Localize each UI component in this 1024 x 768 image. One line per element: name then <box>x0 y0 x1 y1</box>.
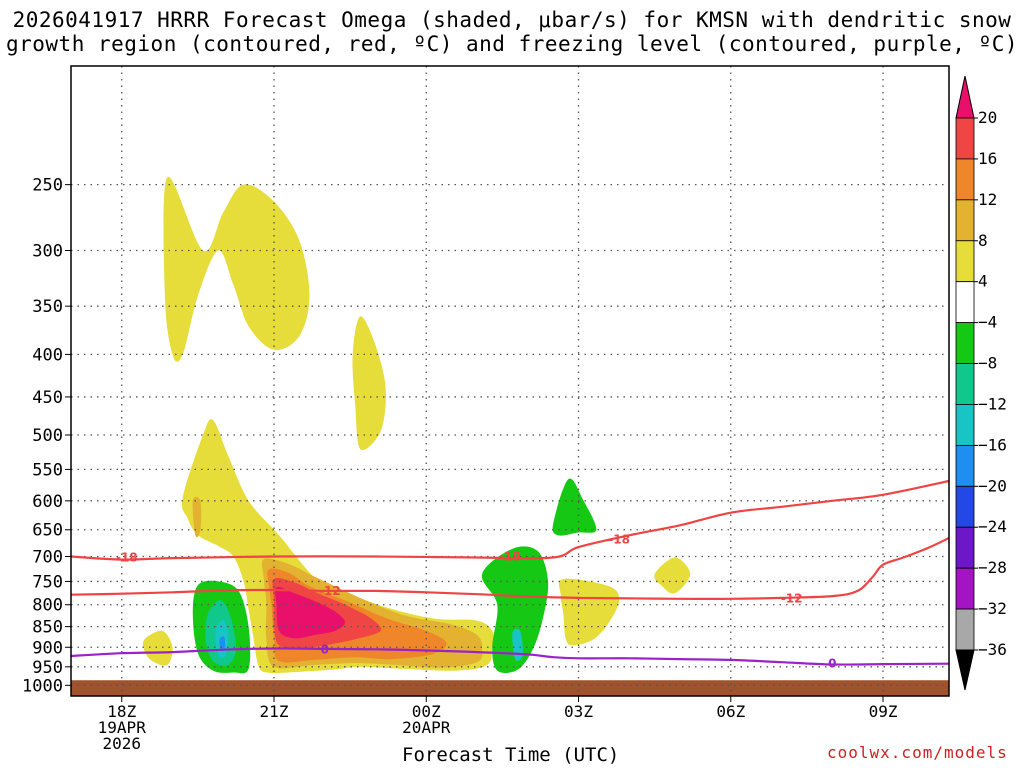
contour-label-0C: 0 <box>321 642 329 656</box>
footer-credit: coolwx.com/models <box>827 743 1008 762</box>
contour-line--18C <box>71 479 949 561</box>
colorbar-label-8: 8 <box>978 231 988 250</box>
chart-title-line-2: growth region (contoured, red, ºC) and f… <box>5 32 1019 56</box>
x-tick-label-0-2: 2026 <box>102 734 141 753</box>
omega-region-pos4-4 <box>558 578 620 646</box>
temperature-contours: -18 -12 0 -18 -12 0 -18 <box>71 479 949 671</box>
colorbar-label--20: −20 <box>978 476 1007 495</box>
x-tick-label-9-0: 03Z <box>564 702 593 721</box>
colorbar-label-12: 12 <box>978 190 997 209</box>
contour-label--18C: -18 <box>116 551 138 565</box>
y-tick-label-500: 500 <box>32 426 63 446</box>
plot-frame <box>70 65 950 697</box>
colorbar: 20 16 12 8 4 −4 −8 −12 −16 −20 −24 −28 −32 −36 <box>955 75 1007 691</box>
y-axis: 2503003504004505005506006507007508008509… <box>22 176 71 696</box>
y-tick-label-800: 800 <box>32 596 63 616</box>
contour-label-extra-0: -18 <box>608 533 630 547</box>
x-axis-title: Forecast Time (UTC) <box>402 744 620 766</box>
x-tick-label-15-0: 09Z <box>869 702 898 721</box>
chart-title: 2026041917 HRRR Forecast Omega (shaded, … <box>0 8 1024 56</box>
x-tick-label-0-1: 19APR <box>98 718 147 737</box>
y-tick-label-650: 650 <box>32 521 63 541</box>
ground-layer <box>71 680 949 696</box>
x-tick-label-12-0: 06Z <box>716 702 745 721</box>
y-tick-label-550: 550 <box>32 460 63 480</box>
colorbar-label--12: −12 <box>978 394 1007 413</box>
colorbar-arrow-bottom <box>955 649 975 691</box>
y-tick-label-350: 350 <box>32 297 63 317</box>
y-tick-label-850: 850 <box>32 618 63 638</box>
x-tick-label-3-0: 21Z <box>260 702 289 721</box>
colorbar-cell-2 <box>955 199 975 242</box>
colorbar-label--28: −28 <box>978 558 1007 577</box>
contour-label-extra-2: 0 <box>828 657 836 671</box>
colorbar-label--36: −36 <box>978 640 1007 659</box>
colorbar-label--8: −8 <box>978 354 997 373</box>
omega-region-neg4-13 <box>552 478 597 536</box>
colorbar-label-4: 4 <box>978 272 988 291</box>
contour-label--12C: -12 <box>319 584 341 598</box>
omega-region-pos8-6 <box>192 496 202 538</box>
colorbar-arrow-top <box>955 75 975 119</box>
omega-region-neg4-12 <box>481 546 549 673</box>
colorbar-label-20: 20 <box>978 108 997 127</box>
y-tick-label-450: 450 <box>32 388 63 408</box>
colorbar-cell-5 <box>955 322 975 364</box>
y-tick-label-1000: 1000 <box>22 676 63 696</box>
y-tick-label-300: 300 <box>32 241 63 261</box>
omega-region-pos4-3 <box>142 630 173 666</box>
colorbar-cell-10 <box>955 526 975 569</box>
colorbar-cell-3 <box>955 240 975 283</box>
y-tick-label-950: 950 <box>32 658 63 678</box>
colorbar-cell-9 <box>955 485 975 528</box>
colorbar-cell-4 <box>955 281 975 324</box>
omega-region-pos4-2 <box>181 419 494 674</box>
omega-region-pos4-1 <box>352 316 386 451</box>
gridlines <box>71 66 949 696</box>
contour-label-extra-1: -12 <box>781 591 803 605</box>
contour-line--12C <box>71 537 949 601</box>
y-tick-label-250: 250 <box>32 176 63 196</box>
colorbar-cell-6 <box>955 363 975 405</box>
colorbar-cell-8 <box>955 444 975 487</box>
y-tick-label-600: 600 <box>32 492 63 512</box>
colorbar-cell-1 <box>955 158 975 201</box>
y-tick-label-400: 400 <box>32 345 63 365</box>
colorbar-cell-7 <box>955 404 975 446</box>
colorbar-cell-0 <box>955 117 975 160</box>
omega-shading <box>142 176 691 674</box>
omega-region-pos20-10 <box>275 586 346 639</box>
omega-region-pos4-5 <box>654 557 691 594</box>
colorbar-label--32: −32 <box>978 599 1007 618</box>
x-tick-label-6-1: 20APR <box>402 718 451 737</box>
contour-label-extra-18b: -18 <box>499 550 521 564</box>
x-tick-label-6-0: 00Z <box>412 702 441 721</box>
colorbar-label--16: −16 <box>978 435 1007 454</box>
y-tick-label-900: 900 <box>32 638 63 658</box>
colorbar-label--24: −24 <box>978 517 1007 536</box>
colorbar-cell-11 <box>955 567 975 610</box>
omega-region-pos4-0 <box>163 176 310 362</box>
colorbar-cell-12 <box>955 608 975 651</box>
contour-line-0C <box>71 647 949 666</box>
y-tick-label-700: 700 <box>32 548 63 568</box>
colorbar-label-16: 16 <box>978 149 997 168</box>
colorbar-label--4: −4 <box>978 313 997 332</box>
y-tick-label-750: 750 <box>32 572 63 592</box>
x-tick-label-0-0: 18Z <box>107 702 136 721</box>
chart-title-line-1: 2026041917 HRRR Forecast Omega (shaded, … <box>12 8 1012 32</box>
ground-fill <box>71 680 949 696</box>
